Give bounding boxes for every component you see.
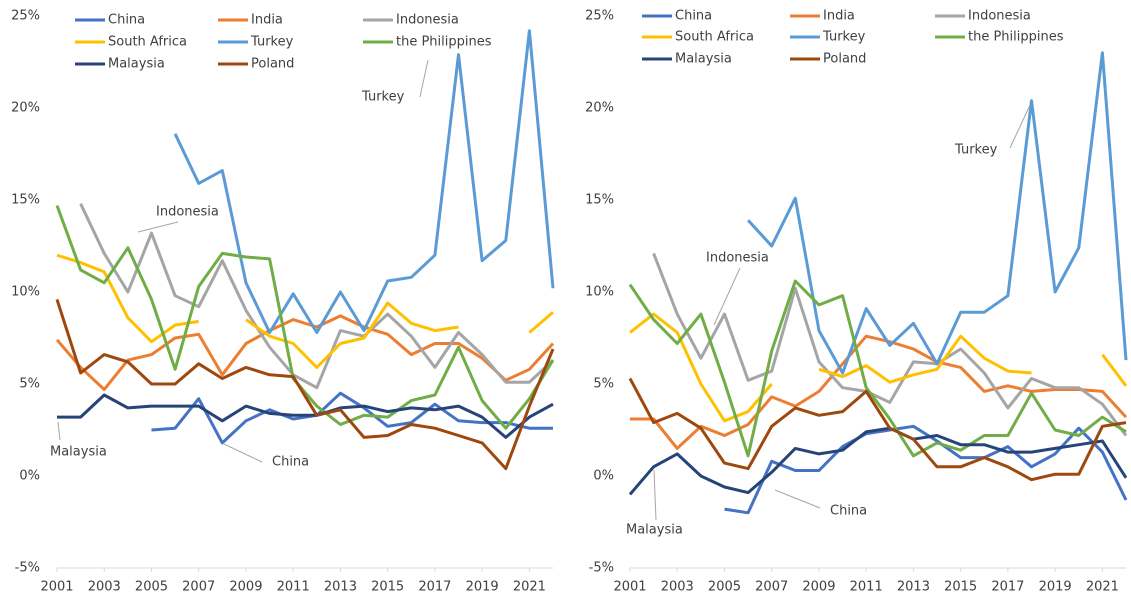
legend-label: China bbox=[108, 13, 145, 28]
y-tick-label: 25% bbox=[11, 9, 40, 24]
y-tick-label: 10% bbox=[585, 285, 614, 300]
y-tick-label: 15% bbox=[11, 193, 40, 208]
x-tick-label: 2003 bbox=[661, 580, 694, 595]
legend-label: Poland bbox=[823, 52, 866, 67]
series-line bbox=[628, 279, 1127, 458]
annotation-leader bbox=[774, 489, 821, 509]
annotation: Indonesia bbox=[156, 205, 219, 220]
x-tick-label: 2011 bbox=[850, 580, 883, 595]
x-tick-label: 2007 bbox=[755, 580, 788, 595]
legend-label: the Philippines bbox=[968, 30, 1064, 45]
y-tick-label: 15% bbox=[585, 193, 614, 208]
series-line bbox=[55, 314, 555, 391]
series-line bbox=[56, 253, 554, 369]
y-tick-label: 5% bbox=[593, 377, 614, 392]
legend-label: Malaysia bbox=[108, 57, 165, 72]
x-tick-label: 2021 bbox=[513, 580, 546, 595]
x-tick-label: 2013 bbox=[324, 580, 357, 595]
series-line bbox=[55, 298, 555, 471]
legend-label: Turkey bbox=[822, 30, 866, 45]
series-line bbox=[628, 426, 1128, 496]
legend-label: South Africa bbox=[108, 35, 187, 50]
annotation: Malaysia bbox=[50, 445, 107, 460]
y-tick-label: 20% bbox=[11, 101, 40, 116]
legend-label: Indonesia bbox=[396, 13, 459, 28]
annotation: Turkey bbox=[361, 90, 405, 105]
x-tick-label: 2007 bbox=[182, 580, 215, 595]
series-line bbox=[652, 252, 1128, 437]
y-tick-label: 10% bbox=[11, 285, 40, 300]
series-line bbox=[630, 334, 1128, 450]
x-tick-label: 2011 bbox=[277, 580, 310, 595]
x-tick-label: 2005 bbox=[135, 580, 168, 595]
annotation-leader bbox=[419, 59, 429, 98]
annotation: Turkey bbox=[954, 143, 998, 158]
x-tick-label: 2001 bbox=[40, 580, 73, 595]
x-tick-label: 2003 bbox=[88, 580, 121, 595]
x-tick-label: 2017 bbox=[418, 580, 451, 595]
series-line bbox=[79, 203, 555, 390]
x-tick-label: 2019 bbox=[1039, 580, 1072, 595]
y-tick-label: 5% bbox=[19, 377, 40, 392]
x-tick-label: 2009 bbox=[229, 580, 262, 595]
annotation: China bbox=[830, 504, 867, 519]
x-tick-label: 2005 bbox=[708, 580, 741, 595]
series-line bbox=[746, 51, 1128, 375]
annotation-leader bbox=[1009, 104, 1031, 149]
legend-label: Indonesia bbox=[968, 9, 1031, 24]
series-line bbox=[628, 377, 1127, 482]
legend-label: Poland bbox=[251, 57, 294, 72]
annotation: China bbox=[272, 455, 309, 470]
annotation: Malaysia bbox=[626, 523, 683, 538]
annotation-leader bbox=[137, 221, 179, 233]
series-line bbox=[629, 312, 1128, 423]
y-tick-label: 20% bbox=[585, 101, 614, 116]
series-line bbox=[151, 391, 553, 445]
annotation-leader bbox=[653, 469, 657, 521]
legend-label: Turkey bbox=[250, 35, 294, 50]
series-line bbox=[724, 424, 1128, 515]
annotation-leader bbox=[57, 421, 61, 441]
x-tick-label: 2017 bbox=[991, 580, 1024, 595]
y-tick-label: -5% bbox=[15, 561, 40, 576]
y-tick-label: 0% bbox=[593, 469, 614, 484]
legend-label: India bbox=[823, 9, 855, 24]
y-tick-label: 0% bbox=[19, 469, 40, 484]
y-tick-label: 25% bbox=[585, 9, 614, 24]
annotation-leader bbox=[223, 443, 263, 463]
legend-label: India bbox=[251, 13, 283, 28]
legend-label: China bbox=[675, 9, 712, 24]
series-line bbox=[173, 29, 555, 334]
annotation-leader bbox=[713, 267, 741, 326]
y-tick-label: -5% bbox=[589, 561, 614, 576]
x-tick-label: 2013 bbox=[897, 580, 930, 595]
legend-label: the Philippines bbox=[396, 35, 492, 50]
series-line bbox=[55, 204, 555, 430]
x-tick-label: 2019 bbox=[466, 580, 499, 595]
series-line bbox=[57, 393, 554, 439]
legend-label: Malaysia bbox=[675, 52, 732, 67]
x-tick-label: 2015 bbox=[371, 580, 404, 595]
legend-label: South Africa bbox=[675, 30, 754, 45]
x-tick-label: 2009 bbox=[802, 580, 835, 595]
x-tick-label: 2001 bbox=[613, 580, 646, 595]
x-tick-label: 2021 bbox=[1086, 580, 1119, 595]
x-tick-label: 2015 bbox=[944, 580, 977, 595]
annotation: Indonesia bbox=[706, 251, 769, 266]
